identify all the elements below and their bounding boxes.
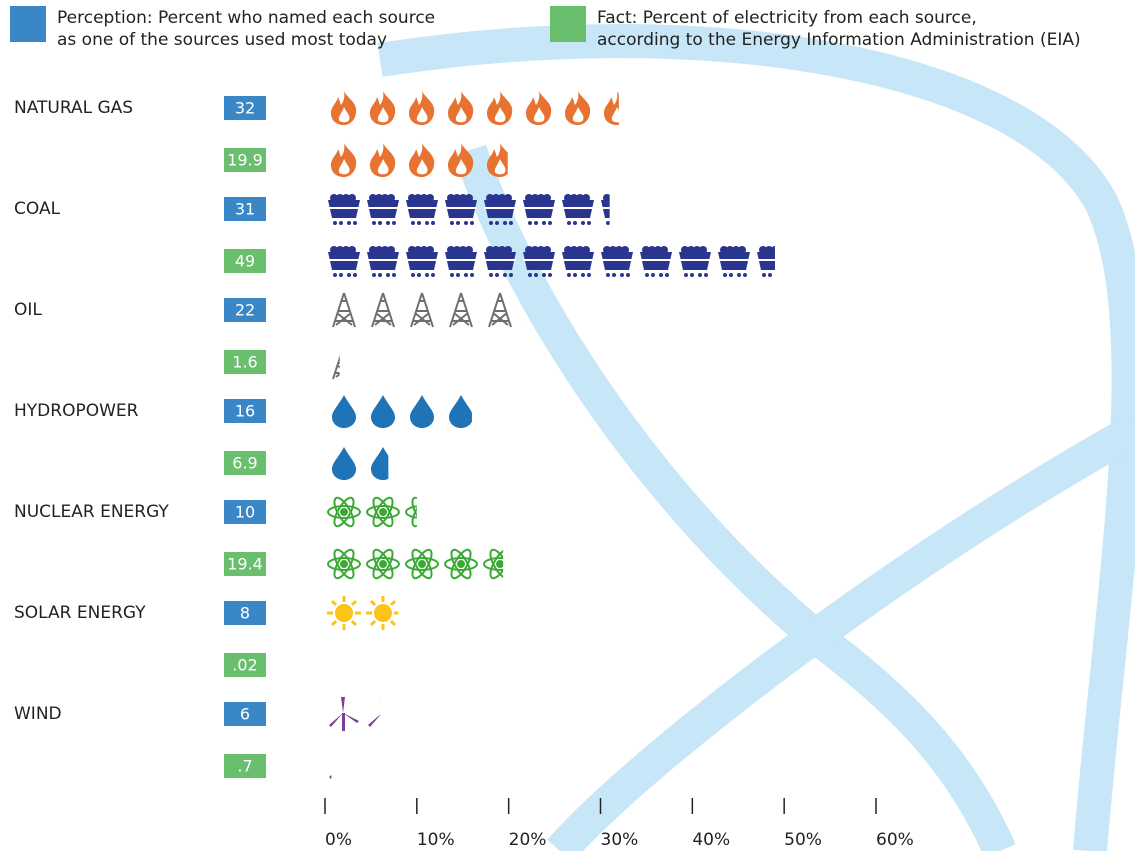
category-label: NUCLEAR ENERGY <box>14 502 169 522</box>
value-label: .7 <box>237 757 252 776</box>
bar <box>325 594 398 632</box>
x-tick-label: 40% <box>692 830 730 850</box>
category-label: OIL <box>14 300 42 320</box>
value-label: 49 <box>235 252 255 271</box>
value-label: 32 <box>235 99 255 118</box>
bar <box>325 695 380 733</box>
legend-swatch <box>550 6 586 42</box>
bar <box>325 343 340 381</box>
category-label: SOLAR ENERGY <box>14 603 146 623</box>
x-tick-label: 50% <box>784 830 822 850</box>
legend-label: Perception: Percent who named each sourc… <box>57 8 435 50</box>
value-label: 1.6 <box>232 353 257 372</box>
value-label: 22 <box>235 301 255 320</box>
bar <box>325 242 775 280</box>
value-label: 31 <box>235 200 255 219</box>
legend-swatch <box>10 6 46 42</box>
value-label: 6 <box>240 705 250 724</box>
category-label: NATURAL GAS <box>14 98 133 118</box>
x-tick-label: 0% <box>325 830 352 850</box>
bar <box>325 747 331 785</box>
bar <box>325 190 610 228</box>
bar <box>325 444 388 482</box>
value-label: 19.9 <box>227 151 263 170</box>
value-label: 19.4 <box>227 555 263 574</box>
value-label: 8 <box>240 604 250 623</box>
x-tick-label: 10% <box>417 830 455 850</box>
category-label: WIND <box>14 704 62 724</box>
bar <box>325 392 472 430</box>
x-tick-label: 30% <box>601 830 639 850</box>
x-tick-label: 20% <box>509 830 547 850</box>
bar <box>325 141 508 179</box>
value-label: 10 <box>235 503 255 522</box>
x-tick-label: 60% <box>876 830 914 850</box>
category-label: HYDROPOWER <box>14 401 139 421</box>
value-label: 6.9 <box>232 454 257 473</box>
value-label: .02 <box>232 656 257 675</box>
bar <box>325 291 527 329</box>
bar <box>325 89 619 127</box>
bar <box>325 545 503 583</box>
category-label: COAL <box>14 199 61 219</box>
bar <box>325 493 417 531</box>
value-label: 16 <box>235 402 255 421</box>
